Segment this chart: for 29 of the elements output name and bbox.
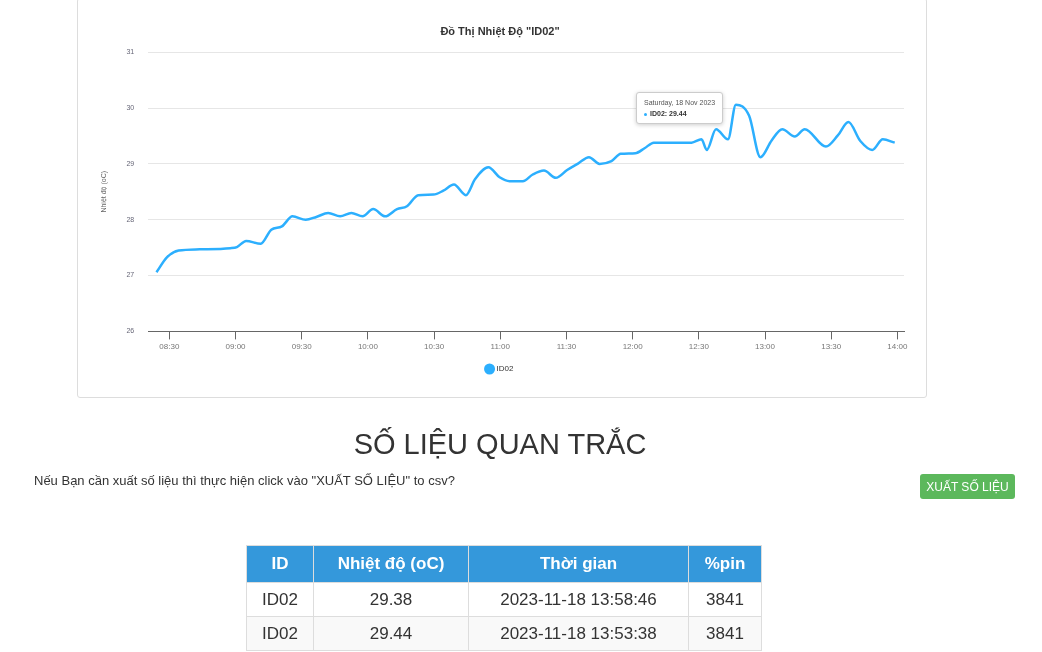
text: Nhiệt độ (oC) [313, 545, 469, 583]
text: 2023-11-18 13:53:38 [468, 616, 689, 651]
x-tick-label: 11:30 [556, 342, 577, 352]
x-tick-label: 10:00 [357, 342, 379, 352]
text: 2023-11-18 13:58:46 [468, 582, 689, 617]
x-tick-label: 08:30 [159, 342, 180, 352]
text: ID02 [246, 616, 314, 651]
x-tick-label: 13:00 [755, 342, 776, 352]
text: 29.38 [313, 582, 469, 617]
text: Nếu Bạn cần xuất số liệu thì thực hiện click vào "XUẤT SỐ LIỆU" to csv? [34, 473, 455, 488]
text: %pin [688, 545, 762, 583]
text: 3841 [688, 582, 762, 617]
text: 29.44 [313, 616, 469, 651]
x-tick-label: 12:30 [688, 342, 710, 352]
x-tick-label: 09:30 [291, 342, 313, 352]
text: ID02 [246, 582, 314, 617]
legend-label: ID02 [496, 364, 514, 374]
x-tick-label: 14:00 [887, 342, 908, 352]
text: XUẤT SỐ LIỆU [920, 474, 1015, 499]
x-tick-label: 11:00 [490, 342, 511, 352]
chart-title: Đồ Thị Nhiệt Độ "ID02" [440, 24, 560, 38]
text: Thời gian [468, 545, 689, 583]
x-tick-label: 12:00 [622, 342, 644, 352]
x-tick-label: 09:00 [225, 342, 247, 352]
text: ID [246, 545, 314, 583]
x-tick-label: 13:30 [821, 342, 842, 352]
text: 3841 [688, 616, 762, 651]
x-tick-label: 10:30 [424, 342, 445, 352]
text: SỐ LIỆU QUAN TRẮC [352, 428, 648, 461]
